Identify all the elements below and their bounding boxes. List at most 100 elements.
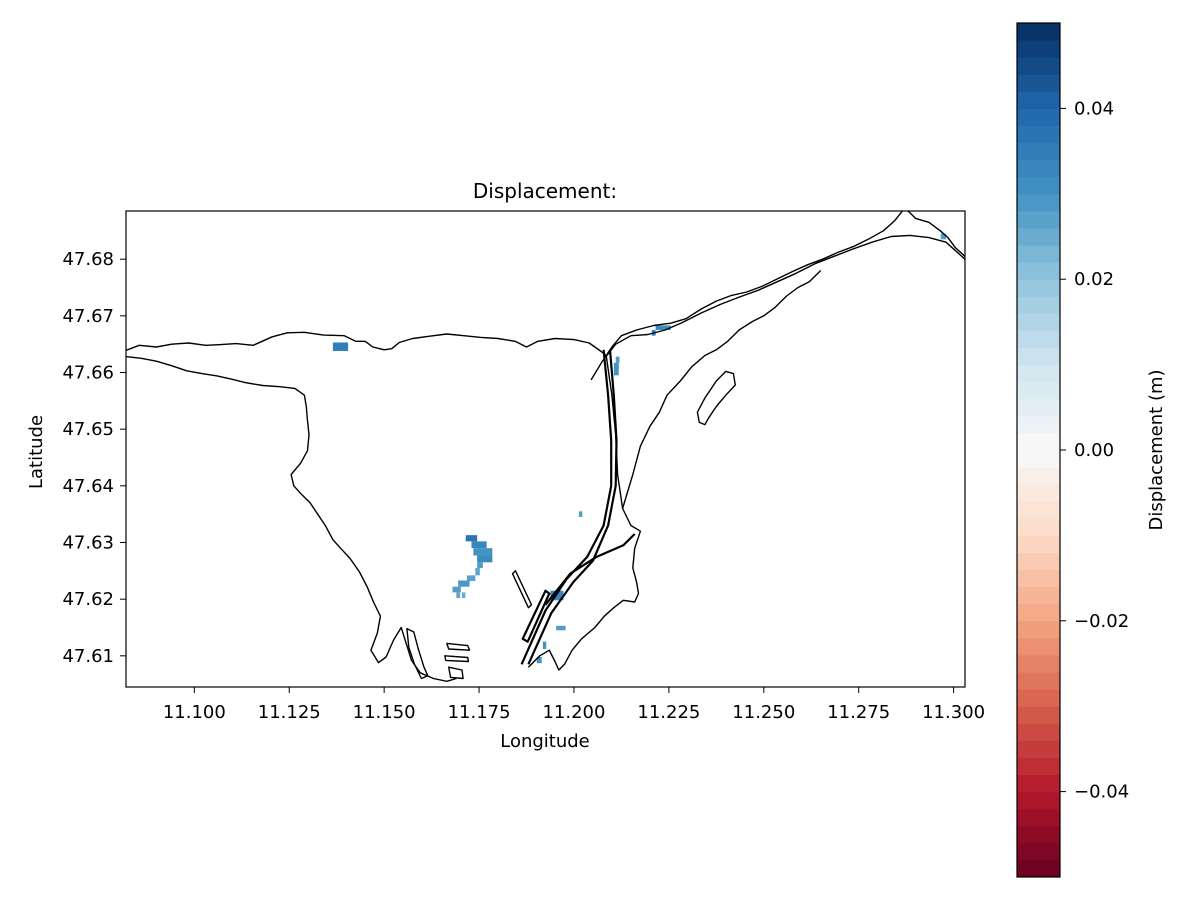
colorbar-level: [1017, 450, 1060, 468]
y-tick-label: 47.65: [62, 419, 114, 440]
displacement-cell: [613, 362, 619, 376]
colorbar-level: [1017, 159, 1060, 178]
displacement-cell: [477, 562, 483, 568]
colorbar-level: [1017, 176, 1060, 195]
displacement-cell: [475, 568, 480, 576]
colorbar-label: Displacement (m): [1146, 369, 1167, 530]
x-tick-label: 11.200: [542, 702, 605, 723]
x-tick-label: 11.300: [922, 702, 985, 723]
colorbar-level: [1017, 245, 1060, 263]
colorbar-tick-label: 0.04: [1074, 98, 1114, 119]
y-tick-label: 47.64: [62, 476, 114, 497]
displacement-cell: [655, 325, 671, 330]
x-tick-label: 11.125: [258, 702, 321, 723]
colorbar-level: [1017, 586, 1060, 605]
colorbar-level: [1017, 467, 1060, 485]
x-tick-label: 11.225: [637, 702, 700, 723]
colorbar-tick-label: −0.02: [1074, 611, 1129, 632]
east-shore: [527, 355, 642, 671]
outer-boundary-east: [907, 211, 965, 257]
x-axis-label: Longitude: [500, 731, 590, 752]
y-tick-label: 47.68: [62, 249, 114, 270]
colorbar-level: [1017, 569, 1060, 588]
plot-frame: [125, 210, 966, 688]
colorbar-levels: [1017, 23, 1060, 878]
y-tick-label: 47.66: [62, 363, 114, 384]
colorbar-level: [1017, 142, 1060, 161]
south-spit: [511, 570, 533, 609]
inner-boundary-north: [590, 234, 965, 381]
colorbar-level: [1017, 757, 1060, 776]
displacement-cell: [578, 511, 583, 517]
colorbar-level: [1017, 57, 1060, 75]
colorbar-level: [1017, 108, 1060, 126]
colorbar-level: [1017, 262, 1060, 280]
displacement-cells: [332, 233, 947, 664]
colorbar-level: [1017, 381, 1060, 400]
island-south-2: [444, 655, 470, 663]
colorbar-ticks: 0.04 0.02 0.00 −0.02 −0.04: [1060, 98, 1129, 803]
displacement-cell: [536, 656, 542, 664]
displacement-cell: [466, 575, 476, 582]
colorbar-level: [1017, 620, 1060, 639]
boundary-lines: [126, 211, 965, 682]
colorbar-level: [1017, 825, 1060, 844]
island-south-3: [448, 666, 464, 680]
colorbar-level: [1017, 723, 1060, 741]
x-tick-label: 11.275: [827, 702, 890, 723]
colorbar-tick-label: −0.04: [1074, 782, 1129, 803]
displacement-cell: [473, 548, 493, 556]
inner-boundary: [126, 355, 457, 682]
island-south-1: [446, 642, 471, 651]
colorbar-tick-label: 0.02: [1074, 269, 1114, 290]
y-tick-label: 47.62: [62, 589, 114, 610]
colorbar: 0.04 0.02 0.00 −0.02 −0.04 Displacement (m): [1016, 22, 1167, 878]
colorbar-level: [1017, 398, 1060, 417]
displacement-cell: [615, 356, 620, 363]
colorbar-level: [1017, 23, 1060, 41]
displacement-cell: [465, 535, 478, 542]
x-tick-label: 11.100: [163, 702, 226, 723]
x-tick-label: 11.150: [353, 702, 416, 723]
island-south-west: [406, 627, 429, 680]
colorbar-level: [1017, 330, 1060, 349]
colorbar-level: [1017, 706, 1060, 724]
railway-line-east: [527, 349, 618, 665]
colorbar-level: [1017, 74, 1060, 92]
displacement-cell: [940, 233, 947, 240]
y-tick-label: 47.61: [62, 646, 114, 667]
colorbar-level: [1017, 774, 1060, 793]
colorbar-level: [1017, 347, 1060, 366]
y-axis-label: Latitude: [26, 415, 47, 489]
displacement-cell: [458, 580, 470, 587]
y-axis-ticks: 47.61 47.62 47.63 47.64 47.65 47.66 47.67 47.68: [62, 249, 126, 667]
displacement-cell: [477, 555, 493, 563]
east-shore-upper: [621, 270, 822, 509]
colorbar-level: [1017, 689, 1060, 707]
railway-line-west: [520, 349, 613, 665]
colorbar-level: [1017, 501, 1060, 519]
colorbar-level: [1017, 279, 1060, 297]
displacement-cell: [332, 342, 349, 351]
colorbar-level: [1017, 125, 1060, 144]
colorbar-level: [1017, 193, 1060, 212]
colorbar-level: [1017, 518, 1060, 536]
x-tick-label: 11.175: [448, 702, 511, 723]
colorbar-level: [1017, 535, 1060, 553]
y-tick-label: 47.67: [62, 306, 114, 327]
displacement-cell: [456, 592, 461, 599]
colorbar-level: [1017, 40, 1060, 58]
colorbar-level: [1017, 552, 1060, 571]
displacement-cell: [461, 592, 466, 599]
colorbar-level: [1017, 313, 1060, 331]
colorbar-level: [1017, 672, 1060, 690]
x-axis-ticks: 11.100 11.125 11.150 11.175 11.200 11.225 11.2…: [163, 687, 985, 723]
displacement-cell: [556, 625, 566, 631]
chart-title: Displacement:: [473, 179, 617, 203]
colorbar-level: [1017, 842, 1060, 861]
railway-bridge-strip: [521, 589, 551, 643]
colorbar-level: [1017, 432, 1060, 451]
colorbar-level: [1017, 654, 1060, 673]
